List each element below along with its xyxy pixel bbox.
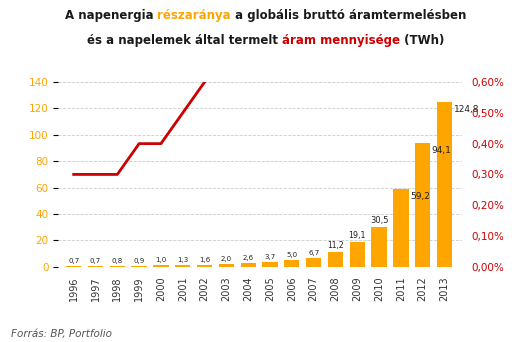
Text: 30,5: 30,5: [370, 215, 388, 225]
Text: 124,8: 124,8: [453, 105, 479, 115]
Text: 1,3: 1,3: [177, 257, 189, 263]
Text: 0,9: 0,9: [133, 258, 145, 264]
Bar: [306, 258, 321, 267]
Bar: [349, 241, 365, 267]
Text: 3,7: 3,7: [264, 254, 276, 260]
Text: (TWh): (TWh): [400, 34, 444, 47]
Text: áram mennyisége: áram mennyisége: [282, 34, 400, 47]
Bar: [110, 266, 125, 267]
Bar: [328, 252, 343, 267]
Text: 19,1: 19,1: [348, 231, 366, 240]
Text: 0,8: 0,8: [112, 258, 123, 264]
Text: 2,6: 2,6: [243, 255, 254, 261]
Bar: [393, 189, 408, 267]
Text: 0,7: 0,7: [68, 258, 79, 264]
Bar: [219, 264, 234, 267]
Text: 6,7: 6,7: [308, 250, 319, 256]
Text: 1,6: 1,6: [199, 256, 210, 263]
Text: Forrás: BP, Portfolio: Forrás: BP, Portfolio: [11, 329, 112, 339]
Bar: [372, 226, 387, 267]
Text: A napenergia: A napenergia: [65, 9, 157, 22]
Text: 59,2: 59,2: [410, 192, 430, 201]
Text: részaránya: részaránya: [157, 9, 231, 22]
Text: a globális bruttó áramtermelésben: a globális bruttó áramtermelésben: [231, 9, 466, 22]
Bar: [197, 265, 212, 267]
Text: 0,7: 0,7: [90, 258, 101, 264]
Text: és a napelemek által termelt: és a napelemek által termelt: [87, 34, 282, 47]
Bar: [415, 143, 430, 267]
Bar: [175, 265, 191, 267]
Bar: [153, 265, 168, 267]
Bar: [88, 266, 103, 267]
Bar: [241, 263, 256, 267]
Text: 5,0: 5,0: [286, 252, 297, 258]
Bar: [262, 262, 278, 267]
Bar: [437, 102, 452, 267]
Bar: [132, 266, 147, 267]
Bar: [66, 266, 81, 267]
Bar: [284, 260, 299, 267]
Text: 1,0: 1,0: [155, 258, 167, 263]
Text: 11,2: 11,2: [327, 241, 344, 250]
Text: 94,1: 94,1: [432, 146, 452, 155]
Text: 2,0: 2,0: [221, 256, 232, 262]
